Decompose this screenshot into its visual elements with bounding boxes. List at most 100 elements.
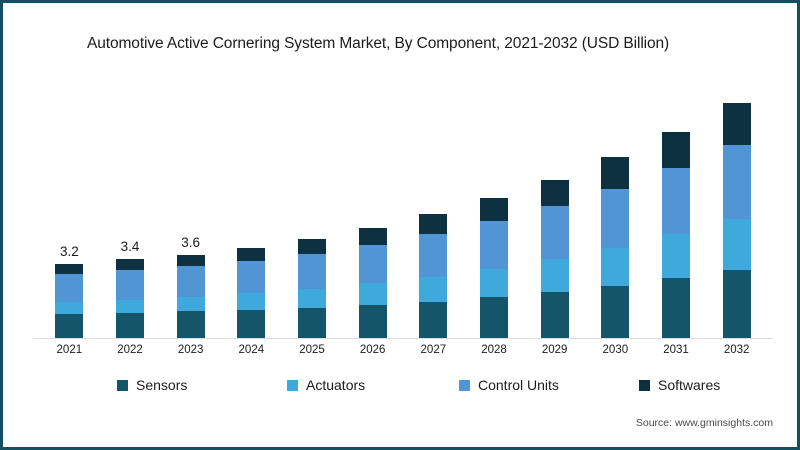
bar-segment-sensors[interactable]	[176, 311, 205, 339]
bar-segment-control-units[interactable]	[419, 234, 448, 277]
legend-swatch-icon	[639, 379, 650, 391]
legend-swatch-icon	[287, 379, 298, 391]
x-axis-tick-label: 2031	[663, 344, 689, 356]
x-axis-tick-label: 2024	[238, 344, 265, 356]
bar-segment-softwares[interactable]	[358, 227, 387, 245]
bar-segment-softwares[interactable]	[419, 214, 448, 235]
bar-segment-actuators[interactable]	[298, 289, 326, 308]
bar-segment-control-units[interactable]	[480, 221, 508, 269]
legend-label: Control Units	[478, 377, 559, 393]
x-axis-tick-label: 2028	[481, 344, 507, 356]
bar-segment-sensors[interactable]	[540, 292, 569, 339]
bar-segment-softwares[interactable]	[480, 198, 508, 222]
bar-segment-actuators[interactable]	[601, 247, 630, 286]
legend-label: Softwares	[658, 377, 721, 393]
bar-column[interactable]	[662, 93, 690, 339]
x-axis-tick-label: 2027	[420, 344, 447, 356]
x-axis-tick-label: 2029	[541, 344, 568, 356]
bar-segment-actuators[interactable]	[419, 276, 448, 302]
bar-value-label: 3.2	[59, 244, 79, 260]
bar-segment-actuators[interactable]	[722, 218, 751, 270]
legend-label: Sensors	[136, 377, 188, 393]
plot-area: 3.2 3.4 3.6	[39, 93, 767, 339]
bar-column[interactable]	[601, 93, 630, 339]
bar-segment-control-units[interactable]	[55, 273, 84, 303]
bar-segment-actuators[interactable]	[237, 293, 266, 310]
bar-segment-sensors[interactable]	[358, 305, 387, 339]
bar-segment-softwares[interactable]	[540, 179, 569, 207]
stacked-bar[interactable]: 3.6	[176, 235, 205, 339]
bar-segment-control-units[interactable]	[116, 269, 144, 300]
stacked-bar[interactable]	[358, 227, 387, 339]
bar-segment-actuators[interactable]	[55, 302, 84, 314]
bar-segment-actuators[interactable]	[116, 299, 144, 313]
bar-segment-softwares[interactable]	[176, 254, 205, 266]
bar-column[interactable]: 3.2	[55, 93, 84, 339]
bar-segment-control-units[interactable]	[358, 244, 387, 284]
bar-column[interactable]	[419, 93, 448, 339]
bar-segment-control-units[interactable]	[237, 260, 266, 294]
stacked-bar[interactable]	[237, 247, 266, 339]
bar-segment-control-units[interactable]	[601, 188, 630, 248]
bar-column[interactable]	[358, 93, 387, 339]
bar-segment-actuators[interactable]	[480, 268, 508, 298]
legend-swatch-icon	[459, 379, 470, 391]
legend-item-sensors[interactable]: Sensors	[117, 377, 187, 393]
chart-legend: Sensors Actuators Control Units Softwares	[39, 375, 767, 399]
bar-segment-softwares[interactable]	[237, 247, 266, 261]
bar-segment-sensors[interactable]	[662, 278, 690, 339]
bar-column[interactable]	[480, 93, 508, 339]
bar-value-label: 3.6	[181, 234, 201, 250]
bar-column[interactable]	[298, 93, 326, 339]
legend-item-softwares[interactable]: Softwares	[639, 377, 720, 393]
bar-segment-control-units[interactable]	[298, 253, 326, 290]
bar-segment-sensors[interactable]	[298, 307, 326, 339]
bar-column[interactable]	[540, 93, 569, 339]
bar-segment-sensors[interactable]	[601, 285, 630, 339]
bar-segment-sensors[interactable]	[722, 269, 751, 339]
x-axis-line	[33, 338, 773, 339]
chart-title: Automotive Active Cornering System Marke…	[87, 35, 670, 52]
bar-segment-softwares[interactable]	[601, 157, 630, 189]
stacked-bar[interactable]	[419, 214, 448, 339]
stacked-bar[interactable]	[298, 239, 326, 339]
bar-segment-softwares[interactable]	[722, 102, 751, 146]
bar-segment-control-units[interactable]	[662, 168, 690, 235]
legend-item-control-units[interactable]: Control Units	[459, 377, 559, 393]
bar-segment-control-units[interactable]	[540, 206, 569, 260]
bar-column[interactable]: 3.4	[116, 93, 144, 339]
legend-item-actuators[interactable]: Actuators	[287, 377, 365, 393]
bar-segment-sensors[interactable]	[55, 313, 84, 339]
bar-segment-sensors[interactable]	[480, 297, 508, 339]
stacked-bar[interactable]	[722, 102, 751, 339]
stacked-bar[interactable]	[480, 198, 508, 339]
bar-segment-actuators[interactable]	[540, 259, 569, 293]
x-axis-tick-label: 2022	[117, 344, 143, 356]
bar-value-label: 3.4	[120, 239, 140, 255]
bar-segment-control-units[interactable]	[176, 265, 205, 297]
bar-segment-sensors[interactable]	[237, 309, 266, 339]
stacked-bar[interactable]: 3.4	[116, 239, 144, 339]
stacked-bar[interactable]	[540, 179, 569, 339]
legend-label: Actuators	[306, 377, 366, 393]
bar-segment-actuators[interactable]	[176, 296, 205, 312]
stacked-bar[interactable]	[601, 157, 630, 339]
x-axis-tick-label: 2032	[723, 344, 750, 356]
stacked-bar[interactable]: 3.2	[55, 244, 84, 339]
bar-segment-control-units[interactable]	[722, 145, 751, 219]
x-axis-tick-label: 2021	[56, 344, 83, 356]
bar-segment-actuators[interactable]	[358, 283, 387, 306]
bar-column[interactable]	[722, 93, 751, 339]
bar-segment-sensors[interactable]	[116, 312, 144, 339]
bar-segment-softwares[interactable]	[662, 131, 690, 168]
bar-segment-softwares[interactable]	[116, 259, 144, 270]
bar-segment-actuators[interactable]	[662, 234, 690, 279]
bar-segment-sensors[interactable]	[419, 301, 448, 339]
stacked-bar[interactable]	[662, 131, 690, 339]
bar-segment-softwares[interactable]	[298, 239, 326, 254]
bar-column[interactable]: 3.6	[176, 93, 205, 339]
bar-column[interactable]	[237, 93, 266, 339]
x-axis-tick-label: 2026	[359, 344, 386, 356]
bar-segment-softwares[interactable]	[55, 264, 84, 274]
